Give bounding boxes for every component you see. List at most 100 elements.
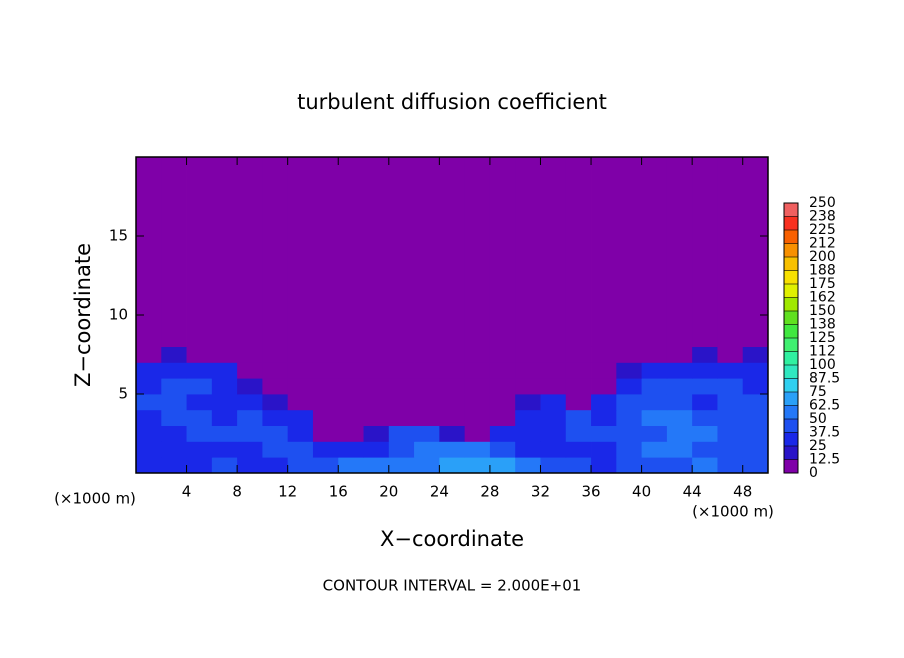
cell <box>338 394 364 411</box>
colorbar-label: 188 <box>809 263 836 279</box>
cell <box>312 346 339 363</box>
colorbar-segment <box>784 203 798 217</box>
cell <box>540 441 567 458</box>
cell <box>287 457 314 474</box>
cell <box>388 441 415 458</box>
cell <box>287 441 314 458</box>
cell <box>666 378 693 395</box>
cell <box>717 362 744 379</box>
field <box>136 157 769 474</box>
cell <box>237 409 263 426</box>
cell <box>489 157 516 347</box>
cell <box>363 346 390 363</box>
cell <box>363 378 390 395</box>
cell <box>515 425 541 442</box>
cell <box>439 441 466 458</box>
cell <box>414 157 440 347</box>
cell <box>565 362 592 379</box>
cell <box>439 346 466 363</box>
colorbar-label: 87.5 <box>809 371 840 387</box>
x-tick-label: 36 <box>581 483 600 501</box>
cell <box>388 394 415 411</box>
colorbar-segment <box>784 392 798 406</box>
cell <box>439 362 466 379</box>
x-tick-label: 8 <box>232 483 242 501</box>
cell <box>742 425 769 442</box>
cell <box>489 362 516 379</box>
colorbar-segment <box>784 432 798 446</box>
cell <box>161 157 187 347</box>
x-tick-label: 48 <box>733 483 752 501</box>
cell <box>211 346 238 363</box>
cell <box>742 362 769 379</box>
cell <box>161 378 187 395</box>
cell <box>464 394 491 411</box>
cell <box>262 378 289 395</box>
cell <box>565 409 592 426</box>
cell <box>136 346 162 363</box>
cell <box>591 157 617 347</box>
cell <box>237 378 263 395</box>
x-tick-label: 28 <box>480 483 499 501</box>
y-tick-label: 10 <box>109 306 128 324</box>
cell <box>414 362 440 379</box>
cell <box>641 362 668 379</box>
colorbar-segment <box>784 216 798 230</box>
cell <box>666 157 693 347</box>
cell <box>136 457 162 474</box>
cell <box>414 441 440 458</box>
cell <box>262 346 289 363</box>
cell <box>161 346 187 363</box>
x-axis-label: X−coordinate <box>380 527 524 551</box>
cell <box>717 394 744 411</box>
cell <box>287 378 314 395</box>
cell <box>489 441 516 458</box>
cell <box>262 394 289 411</box>
cell <box>136 378 162 395</box>
y-tick-label: 15 <box>109 227 128 245</box>
cell <box>464 157 491 347</box>
cell <box>666 394 693 411</box>
x-unit-left: (×1000 m) <box>54 490 136 508</box>
cell <box>388 457 415 474</box>
colorbar-segment <box>784 324 798 338</box>
cell <box>742 409 769 426</box>
cell <box>287 394 314 411</box>
cell <box>591 441 617 458</box>
cell <box>616 457 642 474</box>
colorbar-label: 0 <box>809 465 818 481</box>
x-tick-label: 44 <box>683 483 702 501</box>
cell <box>161 441 187 458</box>
cell <box>616 362 642 379</box>
cell <box>414 394 440 411</box>
cell <box>439 157 466 347</box>
cell <box>515 378 541 395</box>
cell <box>464 457 491 474</box>
cell <box>237 157 263 347</box>
cell <box>136 441 162 458</box>
cell <box>211 362 238 379</box>
cell <box>591 378 617 395</box>
chart-title: turbulent diffusion coefficient <box>297 90 607 114</box>
cell <box>287 346 314 363</box>
cell <box>338 157 364 347</box>
cell <box>692 425 718 442</box>
colorbar-segment <box>784 419 798 433</box>
colorbar-label: 175 <box>809 276 836 292</box>
cell <box>489 425 516 442</box>
cell <box>287 409 314 426</box>
cell <box>692 409 718 426</box>
cell <box>338 409 364 426</box>
colorbar-segment <box>784 297 798 311</box>
cell <box>414 409 440 426</box>
colorbar-segment <box>784 459 798 473</box>
cell <box>540 394 567 411</box>
cell <box>515 409 541 426</box>
cell <box>616 409 642 426</box>
cell <box>540 457 567 474</box>
cell <box>692 394 718 411</box>
cell <box>616 394 642 411</box>
cell <box>363 394 390 411</box>
cell <box>742 157 769 347</box>
